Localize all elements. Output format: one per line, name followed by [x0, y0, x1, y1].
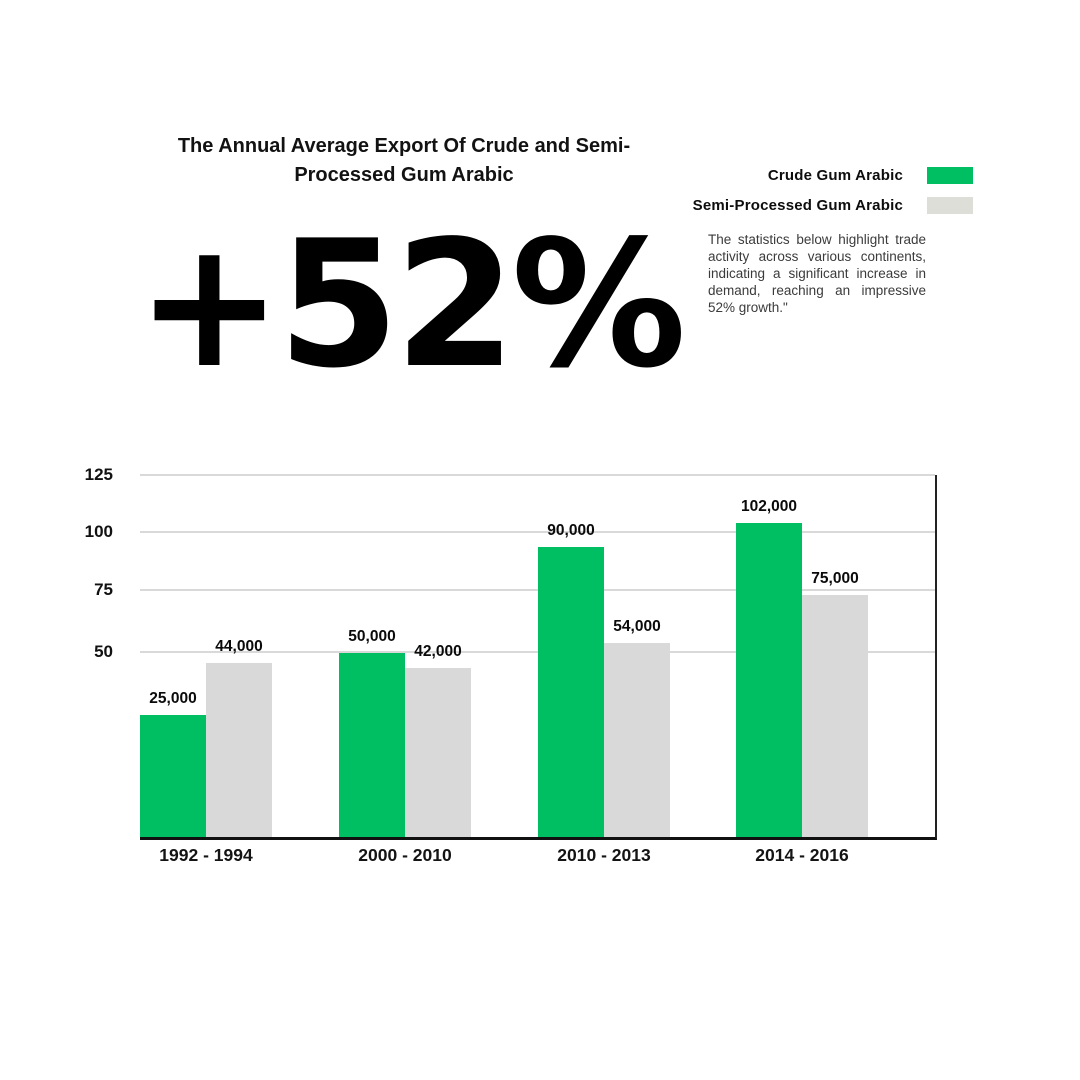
category-label: 2000 - 2010 [358, 845, 452, 865]
legend: Crude Gum Arabic Semi-Processed Gum Arabi… [690, 167, 973, 227]
y-axis: 125 100 75 50 [56, 465, 113, 837]
bar-value-label: 75,000 [811, 569, 859, 587]
y-tick-label: 75 [94, 580, 113, 600]
bar-group: 50,000 42,000 [339, 475, 471, 837]
bar-value-label: 25,000 [149, 690, 197, 708]
description-text: The statistics below highlight trade act… [708, 232, 926, 315]
legend-item: Crude Gum Arabic [690, 167, 973, 184]
semi-processed-bar [206, 662, 272, 837]
semi-processed-bar [604, 642, 670, 837]
crude-gum-bar [140, 715, 206, 837]
bar-value-label: 102,000 [740, 498, 798, 516]
bar-group: 90,000 54,000 [538, 475, 670, 837]
y-tick-label: 50 [94, 642, 113, 662]
bar-value-label: 44,000 [215, 637, 263, 655]
category-label: 2010 - 2013 [557, 845, 651, 865]
gridline [140, 589, 935, 592]
legend-swatch [927, 167, 973, 184]
semi-processed-bar [405, 667, 471, 837]
semi-processed-bar [802, 594, 868, 837]
legend-swatch [927, 197, 973, 214]
x-axis: 1992 - 1994 2000 - 2010 2010 - 2013 2014 - … [140, 845, 935, 871]
crude-gum-bar [339, 653, 405, 837]
bar-value-label: 54,000 [613, 617, 661, 635]
growth-stat: +52% [136, 204, 687, 407]
bar-value-label: 42,000 [414, 642, 462, 660]
plot-area: 25,000 44,000 50,000 42,000 90,000 54,000 102,… [140, 474, 937, 840]
bar-group: 25,000 44,000 [140, 475, 272, 837]
y-tick-label: 100 [84, 521, 113, 541]
category-label: 1992 - 1994 [159, 845, 253, 865]
bar-value-label: 50,000 [348, 628, 396, 646]
legend-label: Semi-Processed Gum Arabic [692, 197, 903, 214]
y-tick-label: 125 [84, 465, 113, 484]
page-title: The Annual Average Export Of Crude and S… [177, 135, 631, 186]
gridline [140, 474, 935, 476]
gridline [140, 530, 935, 533]
legend-item: Semi-Processed Gum Arabic [690, 197, 973, 214]
crude-gum-bar [538, 547, 604, 837]
legend-label: Crude Gum Arabic [767, 167, 903, 184]
gridline [140, 651, 935, 654]
crude-gum-bar [736, 523, 802, 837]
bar-group: 102,000 75,000 [736, 475, 868, 837]
category-label: 2014 - 2016 [755, 845, 849, 865]
bar-value-label: 90,000 [547, 522, 595, 540]
